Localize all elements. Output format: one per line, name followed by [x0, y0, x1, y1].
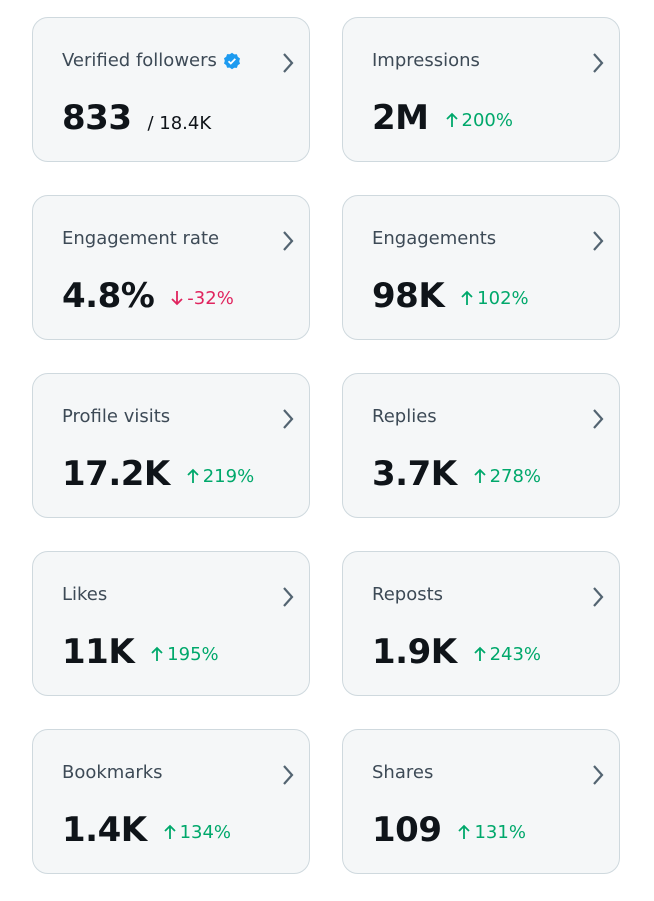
arrow-up: [473, 468, 486, 483]
metric-label-row: Likes: [62, 584, 107, 605]
metric-value: 11K: [62, 632, 135, 672]
metric-label-row: Shares: [372, 762, 433, 783]
arrow-up: [151, 646, 163, 661]
chevron-right: [283, 231, 294, 251]
metric-change-text: 195%: [167, 643, 219, 665]
metric-change: 219%: [186, 466, 254, 487]
metric-card[interactable]: Shares 109 131%: [342, 729, 620, 874]
metric-change-text: 131%: [474, 821, 526, 843]
arrow-up: [445, 112, 458, 127]
metric-change: 243%: [473, 644, 541, 665]
metric-change-text: -32%: [187, 287, 234, 309]
metric-change: 131%: [457, 821, 526, 843]
metric-label: Replies: [372, 406, 437, 427]
metric-label-row: Engagement rate: [62, 228, 219, 249]
metric-label-row: Replies: [372, 406, 437, 427]
metric-value: 3.7K: [372, 454, 457, 494]
metric-label-row: Reposts: [372, 584, 443, 605]
chevron-right: [593, 409, 604, 429]
arrow-up: [461, 290, 473, 305]
chevron-right: [283, 53, 294, 73]
metric-change-text: 278%: [489, 465, 542, 487]
metric-row: 109 131%: [372, 810, 526, 850]
metric-row: 1.4K 134%: [62, 810, 231, 850]
metric-change-text: 200%: [461, 109, 513, 131]
metric-row: 4.8% -32%: [62, 276, 234, 316]
metric-change-text: 219%: [202, 465, 255, 487]
metric-row: 98K 102%: [372, 276, 529, 316]
metric-label-row: Bookmarks: [62, 762, 163, 783]
arrow-up: [473, 646, 486, 661]
metric-label: Engagements: [372, 228, 497, 249]
metric-card[interactable]: Profile visits 17.2K 219%: [32, 373, 310, 518]
metric-label: Shares: [372, 762, 434, 783]
metric-change: 200%: [445, 110, 513, 131]
metric-row: 3.7K 278%: [372, 454, 541, 494]
arrow-up: [458, 824, 471, 839]
metric-value: 833: [62, 98, 132, 138]
metric-label: Likes: [62, 584, 108, 605]
metric-change: -32%: [170, 288, 234, 309]
metric-value: 109: [372, 810, 442, 850]
metric-label-row: Engagements: [372, 228, 496, 249]
chevron-right: [593, 587, 604, 607]
arrow-up: [163, 824, 176, 839]
metric-row: 1.9K 243%: [372, 632, 541, 672]
metric-card[interactable]: Likes 11K 195%: [32, 551, 310, 696]
metric-value: 4.8%: [62, 276, 155, 316]
metric-label: Profile visits: [62, 406, 171, 427]
metric-label: Verified followers: [62, 50, 217, 71]
chevron-right: [593, 231, 604, 251]
metric-total: / 18.4K: [147, 113, 212, 134]
metric-value: 17.2K: [62, 454, 170, 494]
metric-row: 11K 195%: [62, 632, 219, 672]
metric-label-row: Verified followers: [62, 50, 241, 71]
metric-change: 134%: [163, 822, 231, 843]
metric-change: 195%: [150, 643, 219, 665]
metric-card[interactable]: Impressions 2M 200%: [342, 17, 620, 162]
arrow-down: [171, 291, 183, 306]
metric-change-text: 243%: [489, 643, 542, 665]
metric-value: 98K: [372, 276, 445, 316]
metric-card[interactable]: Replies 3.7K 278%: [342, 373, 620, 518]
chevron-right: [593, 53, 604, 73]
metric-row: 17.2K 219%: [62, 454, 254, 494]
metric-label: Impressions: [372, 50, 480, 71]
metric-change-text: 102%: [477, 287, 529, 309]
chevron-right: [593, 765, 604, 785]
chevron-right: [283, 587, 294, 607]
metric-label: Bookmarks: [62, 762, 163, 783]
metric-label-row: Impressions: [372, 50, 480, 71]
metric-label-row: Profile visits: [62, 406, 170, 427]
metric-row: 2M 200%: [372, 98, 513, 138]
metric-change: 102%: [460, 287, 529, 309]
metric-card[interactable]: Engagements 98K 102%: [342, 195, 620, 340]
metric-label: Engagement rate: [62, 228, 220, 249]
metric-change-text: 134%: [179, 821, 232, 843]
metric-card[interactable]: Engagement rate 4.8% -32%: [32, 195, 310, 340]
chevron-right: [283, 765, 294, 785]
metric-row: 833 / 18.4K: [62, 98, 211, 138]
metric-value: 1.4K: [62, 810, 147, 850]
verified-badge: [223, 52, 240, 69]
metric-value: 1.9K: [372, 632, 457, 672]
metric-card[interactable]: Reposts 1.9K 243%: [342, 551, 620, 696]
arrow-up: [187, 468, 199, 483]
metric-label: Reposts: [372, 584, 444, 605]
metric-card[interactable]: Bookmarks 1.4K 134%: [32, 729, 310, 874]
metric-card[interactable]: Verified followers 833 / 18.4K: [32, 17, 310, 162]
chevron-right: [283, 409, 294, 429]
metric-change: 278%: [473, 466, 541, 487]
metric-value: 2M: [372, 98, 429, 138]
